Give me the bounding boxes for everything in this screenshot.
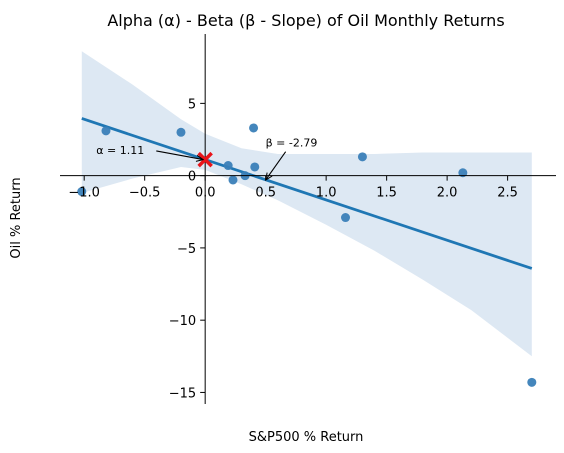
y-tick-label: −5 <box>177 242 196 257</box>
data-point <box>527 377 537 387</box>
data-point <box>176 127 186 137</box>
data-point <box>341 213 351 223</box>
x-tick-label: −0.5 <box>129 186 161 201</box>
y-tick-label: 5 <box>188 97 196 112</box>
x-tick-label: 2.0 <box>437 186 458 201</box>
beta-annotation: β = -2.79 <box>266 137 318 150</box>
data-point <box>458 168 468 178</box>
beta-arrow <box>266 151 287 180</box>
x-tick-label: 0.5 <box>255 186 276 201</box>
x-tick-label: −1.0 <box>68 186 100 201</box>
alpha-annotation: α = 1.11 <box>96 144 144 157</box>
data-point <box>249 123 259 133</box>
x-tick-label: 1.0 <box>316 186 337 201</box>
y-axis-label: Oil % Return <box>9 177 24 258</box>
alpha-arrow <box>156 150 203 160</box>
confidence-band <box>81 51 532 357</box>
y-tick-label: −15 <box>169 386 196 401</box>
data-point <box>357 152 367 162</box>
data-point <box>228 175 238 185</box>
data-point <box>101 126 111 136</box>
x-axis-label: S&P500 % Return <box>249 430 364 445</box>
x-tick-label: 0.0 <box>195 186 216 201</box>
data-point <box>250 162 260 172</box>
data-point <box>223 161 233 171</box>
data-point <box>77 187 87 197</box>
y-tick-label: −10 <box>169 314 196 329</box>
chart-title: Alpha (α) - Beta (β - Slope) of Oil Mont… <box>107 11 504 30</box>
x-tick-label: 1.5 <box>376 186 397 201</box>
x-tick-label: 2.5 <box>497 186 518 201</box>
regression-line <box>81 117 533 270</box>
y-tick-label: 0 <box>188 170 196 185</box>
